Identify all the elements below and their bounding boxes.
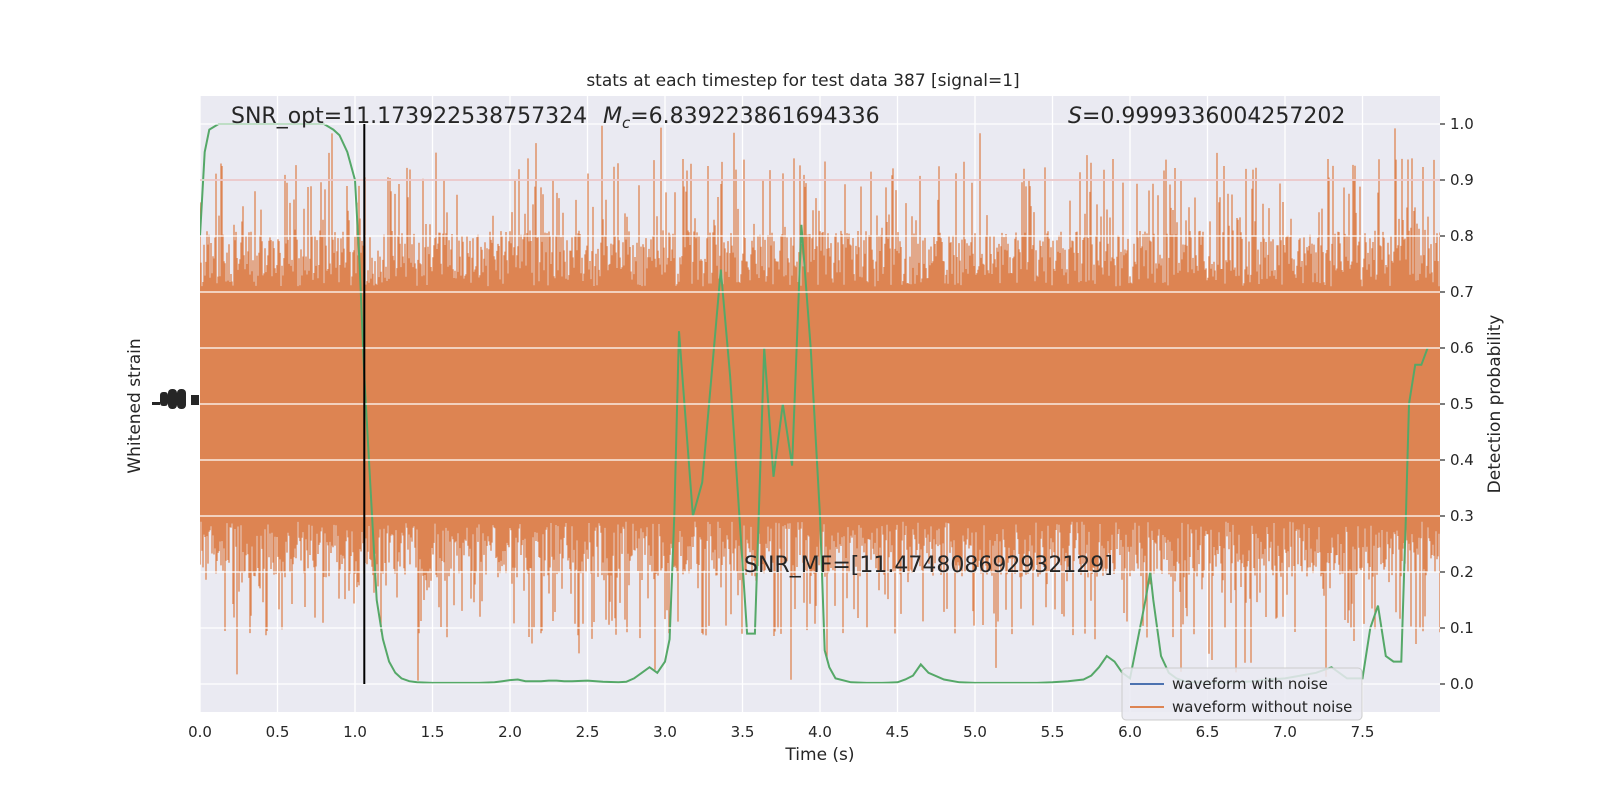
chart-title: stats at each timestep for test data 387… [586,71,1019,91]
s-value: =0.9999336004257202 [1082,104,1345,129]
y-right-tick-label: 0.7 [1450,283,1474,301]
y-right-tick-label: 0.6 [1450,339,1474,357]
legend: waveform with noise waveform without noi… [1121,667,1363,721]
x-tick-label: 3.5 [731,723,755,741]
y-right-tick-label: 0.2 [1450,563,1474,581]
s-annotation: S=0.9999336004257202 [1068,104,1345,129]
chirp-mass-annotation: Mc=6.839223861694336 [603,104,880,132]
x-tick-label: 4.5 [886,723,910,741]
x-tick-label: 0.0 [188,723,212,741]
x-tick-label: 2.0 [498,723,522,741]
y-right-tick-label: 0.3 [1450,507,1474,525]
x-axis-title: Time (s) [784,745,854,765]
s-symbol: S [1068,104,1082,129]
y-right-tick-label: 0.5 [1450,395,1474,413]
y-right-tick-labels: 0.0 0.1 0.2 0.3 0.4 0.5 0.6 0.7 0.8 0.9 1.0 [1440,115,1474,693]
y-right-axis-title: Detection probability [1485,315,1505,494]
legend-box [1121,667,1363,721]
snr-mf-annotation: SNR_MF=[11.474808692932129] [744,553,1113,578]
y-right-tick-label: 0.8 [1450,227,1474,245]
y-left-axis-title: Whitened strain [125,338,145,473]
x-tick-label: 3.0 [653,723,677,741]
snr-opt-annotation: SNR_opt=11.173922538757324 [231,104,587,129]
chirp-mass-subscript: c [622,114,631,132]
x-tick-label: 6.5 [1196,723,1220,741]
legend-label-without-noise: waveform without noise [1172,698,1352,716]
x-tick-label: 6.0 [1118,723,1142,741]
left-tick-clutter [152,389,199,409]
y-right-tick-label: 0.1 [1450,619,1474,637]
legend-label-with-noise: waveform with noise [1172,675,1328,693]
x-tick-label: 5.5 [1041,723,1065,741]
waveform-noise-core-band [200,290,1440,520]
x-tick-label: 5.0 [963,723,987,741]
y-right-tick-label: 0.4 [1450,451,1474,469]
chirp-mass-value: =6.839223861694336 [630,104,879,129]
y-right-tick-label: 0.0 [1450,675,1474,693]
y-right-tick-label: 0.9 [1450,171,1474,189]
x-tick-label: 1.0 [343,723,367,741]
x-tick-label: 7.0 [1273,723,1297,741]
chirp-mass-symbol: M [603,104,622,129]
x-tick-label: 1.5 [421,723,445,741]
x-tick-label: 4.0 [808,723,832,741]
y-right-tick-label: 1.0 [1450,115,1474,133]
x-tick-label: 0.5 [266,723,290,741]
x-tick-label: 2.5 [576,723,600,741]
x-tick-labels: 0.0 0.5 1.0 1.5 2.0 2.5 3.0 3.5 4.0 4.5 5.0 5.5 6.0 6… [188,723,1374,741]
x-tick-label: 7.5 [1351,723,1375,741]
